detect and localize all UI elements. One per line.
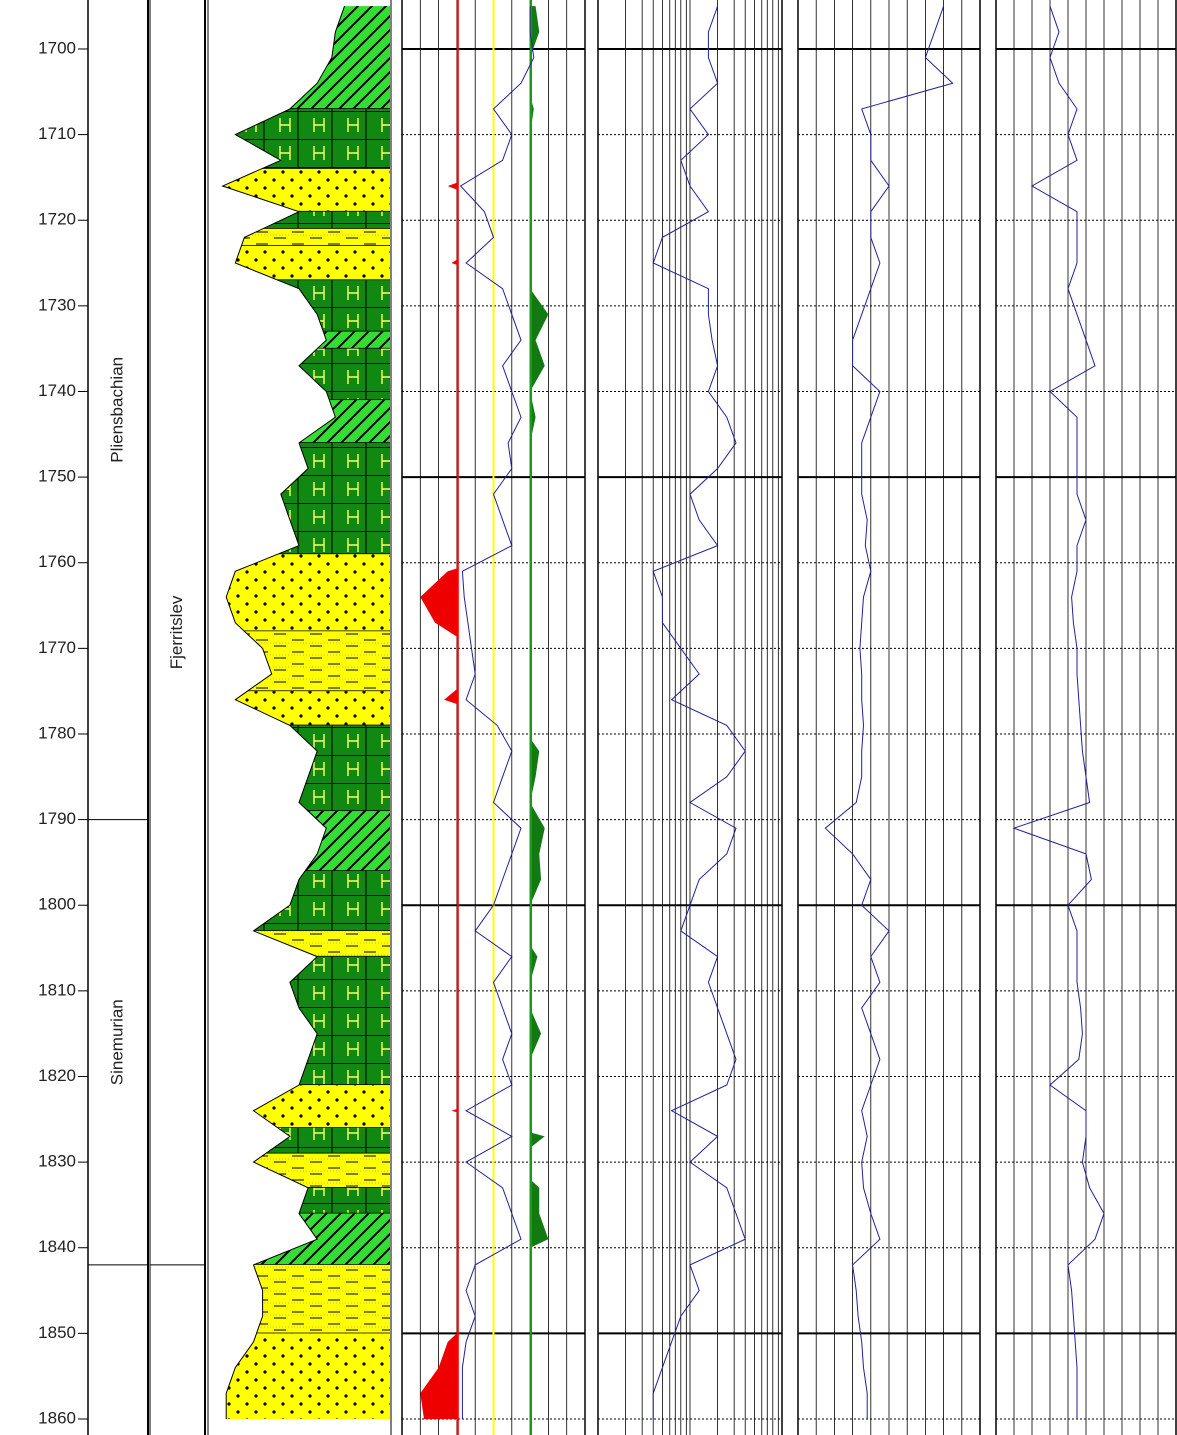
lithology-pattern [222, 956, 390, 1086]
lithology-pattern [222, 691, 390, 726]
lithology-pattern [222, 400, 390, 443]
depth-label: 1780 [38, 723, 76, 742]
stage-name: Sinemurian [107, 999, 126, 1085]
log-curve [652, 6, 746, 1419]
formation-name: Fjerritslev [167, 595, 186, 669]
lithology-pattern [222, 1333, 390, 1419]
lithology-pattern [222, 1187, 390, 1214]
depth-label: 1810 [38, 980, 76, 999]
depth-label: 1820 [38, 1066, 76, 1085]
log-curve [459, 6, 535, 1419]
depth-label: 1790 [38, 809, 76, 828]
log-track [597, 0, 783, 1435]
lithology-pattern [222, 348, 390, 401]
depth-label: 1730 [38, 295, 76, 314]
lithology-pattern [222, 1264, 390, 1334]
lithology-pattern [222, 930, 390, 957]
lithology-pattern [222, 1085, 390, 1128]
depth-label: 1710 [38, 124, 76, 143]
stage-name: Pliensbachian [107, 357, 126, 463]
depth-label: 1750 [38, 467, 76, 486]
depth-label: 1740 [38, 381, 76, 400]
lithology-pattern [222, 1153, 390, 1188]
lithology-column [222, 6, 390, 1419]
lithology-pattern [222, 1213, 390, 1265]
depth-label: 1860 [38, 1408, 76, 1427]
depth-label: 1800 [38, 895, 76, 914]
lithology-pattern [222, 811, 390, 871]
shading-area [531, 6, 549, 1419]
lithology-pattern [222, 631, 390, 692]
depth-label: 1770 [38, 638, 76, 657]
depth-label: 1760 [38, 552, 76, 571]
lithology-pattern [222, 331, 390, 349]
log-track [797, 0, 981, 1435]
depth-label: 1700 [38, 38, 76, 57]
lithology-pattern [222, 725, 390, 812]
depth-label: 1850 [38, 1323, 76, 1342]
depth-label: 1840 [38, 1237, 76, 1256]
log-curve [824, 6, 954, 1419]
lithology-pattern [222, 211, 390, 229]
lithology-pattern [222, 228, 390, 246]
lithology-pattern [222, 108, 390, 169]
lithology-curve [221, 6, 345, 1419]
shading-area [420, 182, 458, 1419]
lithology-pattern [222, 1127, 390, 1154]
depth-label: 1720 [38, 210, 76, 229]
log-track [995, 0, 1177, 1435]
log-curve [1012, 6, 1105, 1419]
lithology-pattern [222, 554, 390, 632]
lithology-pattern [222, 280, 390, 332]
depth-label: 1830 [38, 1152, 76, 1171]
log-track [401, 0, 586, 1435]
lithology-pattern [222, 442, 390, 555]
lithology-pattern [222, 6, 390, 109]
